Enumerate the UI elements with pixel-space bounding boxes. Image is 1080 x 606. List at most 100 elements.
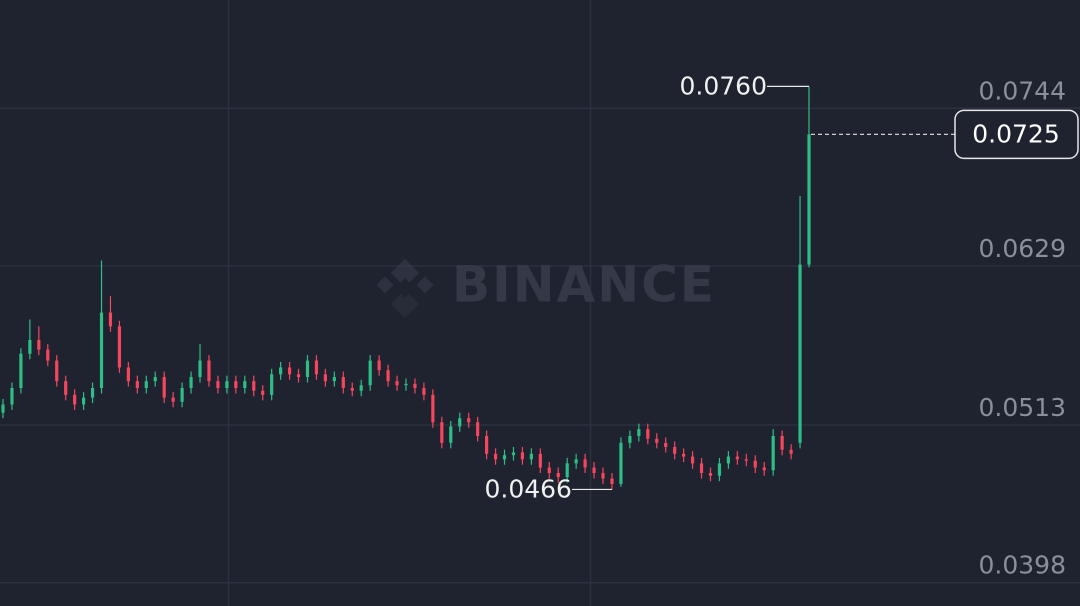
- candle-body: [637, 429, 641, 436]
- candle-body: [789, 449, 793, 454]
- candle-body: [207, 360, 211, 382]
- candle-body: [422, 388, 426, 395]
- candle-body: [511, 452, 516, 456]
- candle-body: [117, 326, 122, 368]
- candle-body: [493, 453, 498, 460]
- high-label: 0.0760: [680, 71, 767, 100]
- candle-body: [556, 473, 560, 478]
- candle-body: [619, 442, 623, 484]
- candle-body: [270, 374, 274, 395]
- candle-body: [449, 426, 453, 443]
- candle-body: [458, 418, 462, 427]
- candle-body: [467, 418, 471, 423]
- candle-body: [368, 360, 372, 386]
- candle-body: [440, 422, 444, 443]
- candle-body: [771, 435, 775, 471]
- candle-body: [592, 467, 596, 474]
- candle-body: [323, 374, 327, 382]
- candle-body: [744, 459, 748, 461]
- candle-body: [431, 394, 435, 423]
- candle-body: [735, 456, 739, 460]
- candle-body: [19, 353, 23, 389]
- candle-body: [699, 463, 704, 474]
- candle-body: [377, 360, 381, 371]
- candle-body: [726, 456, 730, 464]
- y-tick-label: 0.0513: [979, 393, 1066, 422]
- candle-body: [350, 388, 354, 391]
- grid: [0, 107, 1080, 584]
- candle-body: [46, 349, 50, 361]
- candle-body: [520, 452, 525, 460]
- candle-body: [243, 381, 247, 389]
- candle-body: [287, 367, 292, 375]
- candle-body: [99, 312, 104, 389]
- candle-body: [628, 435, 632, 443]
- candle-body: [673, 446, 677, 454]
- candle-body: [538, 453, 542, 468]
- y-tick-label: 0.0629: [979, 234, 1066, 263]
- candle-body: [664, 442, 668, 447]
- candle-body: [90, 388, 95, 398]
- candle-body: [485, 435, 489, 454]
- y-tick-label: 0.0398: [979, 551, 1066, 580]
- labels: 0.0744 0.0629 0.0513 0.0398 0.0760 0.0466 0.07…: [484, 71, 1079, 580]
- candle-body: [395, 381, 399, 386]
- candle-body: [252, 381, 256, 391]
- candle-body: [162, 377, 166, 398]
- candle-body: [1, 404, 5, 413]
- candles: [1, 86, 811, 490]
- candle-body: [108, 312, 113, 327]
- candle-body: [144, 381, 148, 389]
- candle-body: [341, 377, 345, 389]
- candle-body: [655, 438, 659, 443]
- candle-body: [225, 381, 229, 389]
- candle-body: [296, 374, 301, 378]
- candle-body: [682, 453, 686, 457]
- candle-body: [153, 377, 157, 382]
- candle-body: [332, 377, 336, 382]
- candle-body: [28, 340, 32, 354]
- candle-body: [198, 360, 202, 378]
- candle-body: [314, 360, 319, 375]
- candle-body: [807, 134, 811, 265]
- last-price-label: 0.0725: [972, 119, 1059, 148]
- candle-body: [708, 473, 713, 476]
- candle-body: [762, 467, 766, 471]
- candle-body: [690, 456, 695, 464]
- candle-body: [386, 370, 390, 382]
- candle-body: [413, 383, 417, 389]
- candle-body: [404, 383, 408, 386]
- candle-body: [502, 455, 507, 460]
- candle-body: [55, 360, 59, 382]
- candle-body: [189, 377, 193, 389]
- candle-body: [547, 467, 551, 474]
- candle-body: [359, 385, 363, 391]
- candle-body: [583, 459, 587, 468]
- candle-body: [565, 463, 569, 478]
- watermark: BINANCE: [452, 256, 716, 314]
- candle-body: [82, 397, 86, 405]
- candle-body: [10, 388, 14, 405]
- candle-body: [180, 388, 184, 402]
- candle-body: [601, 473, 605, 479]
- candle-body: [574, 459, 578, 464]
- low-label: 0.0466: [484, 474, 571, 503]
- candle-body: [37, 340, 41, 350]
- candle-body: [753, 460, 757, 468]
- candle-body: [216, 381, 220, 389]
- candle-body: [646, 429, 650, 439]
- candle-body: [171, 397, 175, 402]
- candle-body: [135, 381, 139, 389]
- candle-body: [73, 394, 77, 405]
- candle-body: [476, 422, 480, 436]
- y-tick-label: 0.0744: [979, 76, 1066, 105]
- candle-body: [717, 463, 722, 476]
- candle-body: [780, 435, 784, 450]
- candle-body: [279, 367, 283, 375]
- watermark-logo: [376, 258, 434, 319]
- candle-body: [126, 367, 130, 382]
- last-price-box: [954, 109, 1079, 160]
- candle-body: [64, 381, 68, 395]
